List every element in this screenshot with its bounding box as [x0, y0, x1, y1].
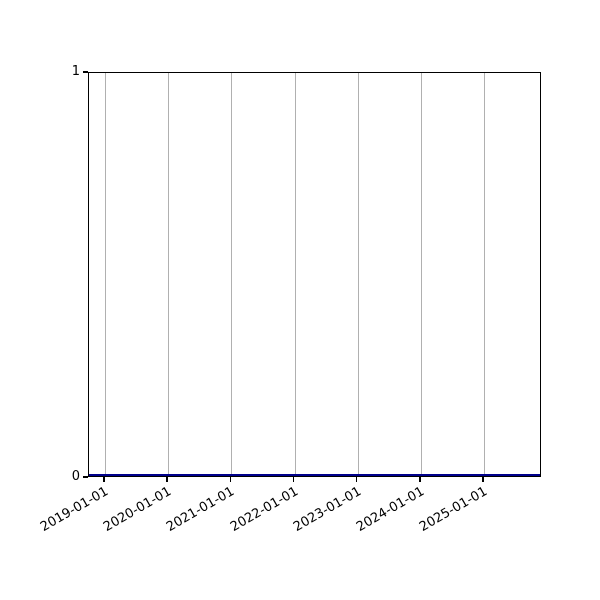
y-tick-mark [83, 476, 88, 478]
x-tick-mark [292, 477, 295, 482]
x-tick-mark [229, 477, 232, 482]
x-gridline [420, 73, 422, 476]
x-tick-mark [166, 477, 168, 482]
x-gridline [357, 73, 359, 476]
x-gridline [105, 73, 106, 476]
zero-value-series-line [89, 473, 540, 476]
x-gridline [294, 73, 296, 476]
x-gridline [484, 73, 485, 476]
y-tick-mark [83, 71, 88, 73]
y-tick-label: 1 [71, 64, 80, 79]
x-gridline [168, 73, 170, 476]
x-tick-mark [419, 477, 421, 482]
y-tick-label: 0 [71, 469, 80, 484]
x-gridline [231, 73, 233, 476]
plot-area [88, 72, 541, 477]
x-tick-mark [355, 477, 358, 482]
x-tick-mark [482, 477, 484, 482]
x-tick-mark [103, 477, 105, 482]
